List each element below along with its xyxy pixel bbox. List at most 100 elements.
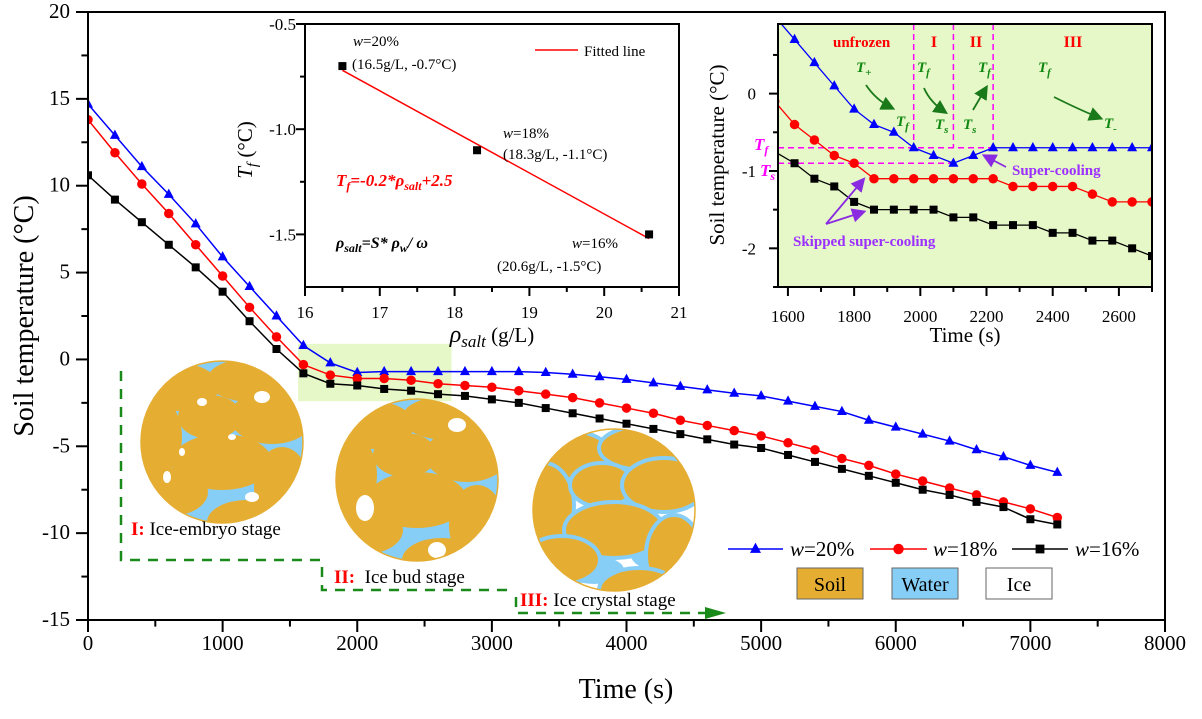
data-point <box>756 390 767 400</box>
data-point <box>299 369 308 378</box>
y-tick-label: -5 <box>53 433 71 457</box>
y-tick-label: 20 <box>49 0 70 23</box>
soil-particle <box>533 534 602 586</box>
x-tick-label: 2000 <box>903 307 937 326</box>
data-point <box>928 173 939 184</box>
data-point <box>164 208 174 219</box>
stage-1-label: I: Ice-embryo stage <box>131 519 281 540</box>
phase-legend-box <box>985 567 1053 600</box>
data-point <box>379 373 389 384</box>
data-point <box>868 118 879 129</box>
data-point <box>888 126 899 136</box>
stage-symbol: Ts <box>963 117 976 136</box>
stage-symbols: T+ Tf Tf Tf Tf Ts Ts T- <box>856 60 1117 136</box>
data-point <box>864 460 874 471</box>
data-point <box>891 469 901 479</box>
data-point <box>790 159 799 168</box>
x-tick-label: 1800 <box>837 307 871 326</box>
inset2-frame <box>777 23 1153 288</box>
data-point <box>88 171 92 180</box>
stage-circle-1 <box>141 361 303 523</box>
ice-embryo <box>163 471 171 483</box>
data-point <box>869 173 879 184</box>
density-definition: ρsalt=S* ρw/ ω <box>335 235 428 255</box>
data-point <box>909 205 918 214</box>
region-I: I <box>931 34 937 51</box>
data-point <box>1107 197 1118 207</box>
data-point <box>944 483 955 493</box>
data-point <box>989 221 998 230</box>
data-point <box>109 129 120 139</box>
point-label-w16: w=16% <box>572 236 618 252</box>
data-point <box>298 339 309 350</box>
data-point <box>567 368 578 378</box>
data-point <box>486 365 497 376</box>
data-point <box>829 80 840 90</box>
data-point <box>137 179 147 189</box>
data-point <box>968 149 979 159</box>
point-label-w20: w=20% <box>353 34 399 50</box>
data-point <box>869 205 878 214</box>
data-point <box>1068 228 1077 237</box>
data-point <box>1087 142 1098 152</box>
x-tick-label: 17 <box>371 303 389 322</box>
data-point <box>756 431 766 441</box>
data-point <box>217 251 228 261</box>
y-tick-label: 15 <box>49 86 70 110</box>
main-axes: 0 1000 2000 3000 4000 5000 6000 7000 80002015105… <box>42 0 1186 655</box>
note-supercooling: Super-cooling <box>1012 163 1101 179</box>
data-point <box>487 395 496 404</box>
data-point <box>702 420 713 431</box>
note-arrows <box>825 154 1007 225</box>
main-x-axis-label: Time (s) <box>579 674 674 705</box>
ice-embryo <box>254 391 270 403</box>
data-point <box>191 263 200 272</box>
guide-label-ts: Ts <box>760 161 775 183</box>
inset-freezing-point-chart: 16 17 18 19 20 21 -0.5 -1.0 -1.5 Fitted line w=2… <box>233 15 688 351</box>
inset1-x-axis-label: ρsalt (g/L) <box>449 322 535 351</box>
stage-illustrations <box>140 360 696 592</box>
stage-3-label: III: Ice crystal stage <box>520 590 676 611</box>
x-tick-label: 20 <box>596 303 613 322</box>
x-tick-label: 4000 <box>606 631 648 655</box>
point-coord-w16: (20.6g/L, -1.5°C) <box>497 259 601 275</box>
circle-border <box>140 360 304 524</box>
data-point <box>163 188 174 198</box>
data-point <box>338 62 347 71</box>
data-point <box>1048 228 1057 237</box>
data-point <box>487 382 497 392</box>
legend-marker <box>893 543 904 555</box>
data-point <box>783 438 793 448</box>
main-series <box>88 98 1063 529</box>
inset1-marks <box>338 62 654 240</box>
x-tick-label: 8000 <box>1144 631 1186 655</box>
data-point <box>245 317 254 326</box>
data-point <box>271 310 282 320</box>
inset-zoomed-chart: 1600 1800 2000 2200 2400 2600 0 -1 -2 unfrozen I… <box>705 23 1153 347</box>
data-point <box>729 387 740 397</box>
note-skipped-supercooling: Skipped super-cooling <box>793 234 936 250</box>
y-tick-label: -15 <box>42 607 70 631</box>
data-point <box>473 146 482 155</box>
data-point <box>190 240 201 250</box>
data-point <box>849 158 859 168</box>
ice-bud <box>356 495 374 521</box>
legend-label: w=18% <box>933 537 997 561</box>
series-line-w=20% <box>780 24 1152 164</box>
data-point <box>809 135 820 145</box>
legend-marker <box>750 542 761 553</box>
circle-border <box>532 428 696 592</box>
data-point <box>1067 181 1078 192</box>
data-point <box>218 287 227 296</box>
x-tick-label: 2600 <box>1102 307 1136 326</box>
x-tick-label: 21 <box>671 303 688 322</box>
data-point <box>568 409 577 418</box>
point-label-w18: w=18% <box>503 126 549 142</box>
data-point <box>988 142 999 152</box>
stage-arrowhead-icon <box>705 607 726 619</box>
ice-embryo <box>245 492 259 502</box>
soil-particle <box>425 428 498 482</box>
data-point <box>514 398 523 407</box>
data-point <box>1052 466 1063 476</box>
data-point <box>217 271 228 281</box>
